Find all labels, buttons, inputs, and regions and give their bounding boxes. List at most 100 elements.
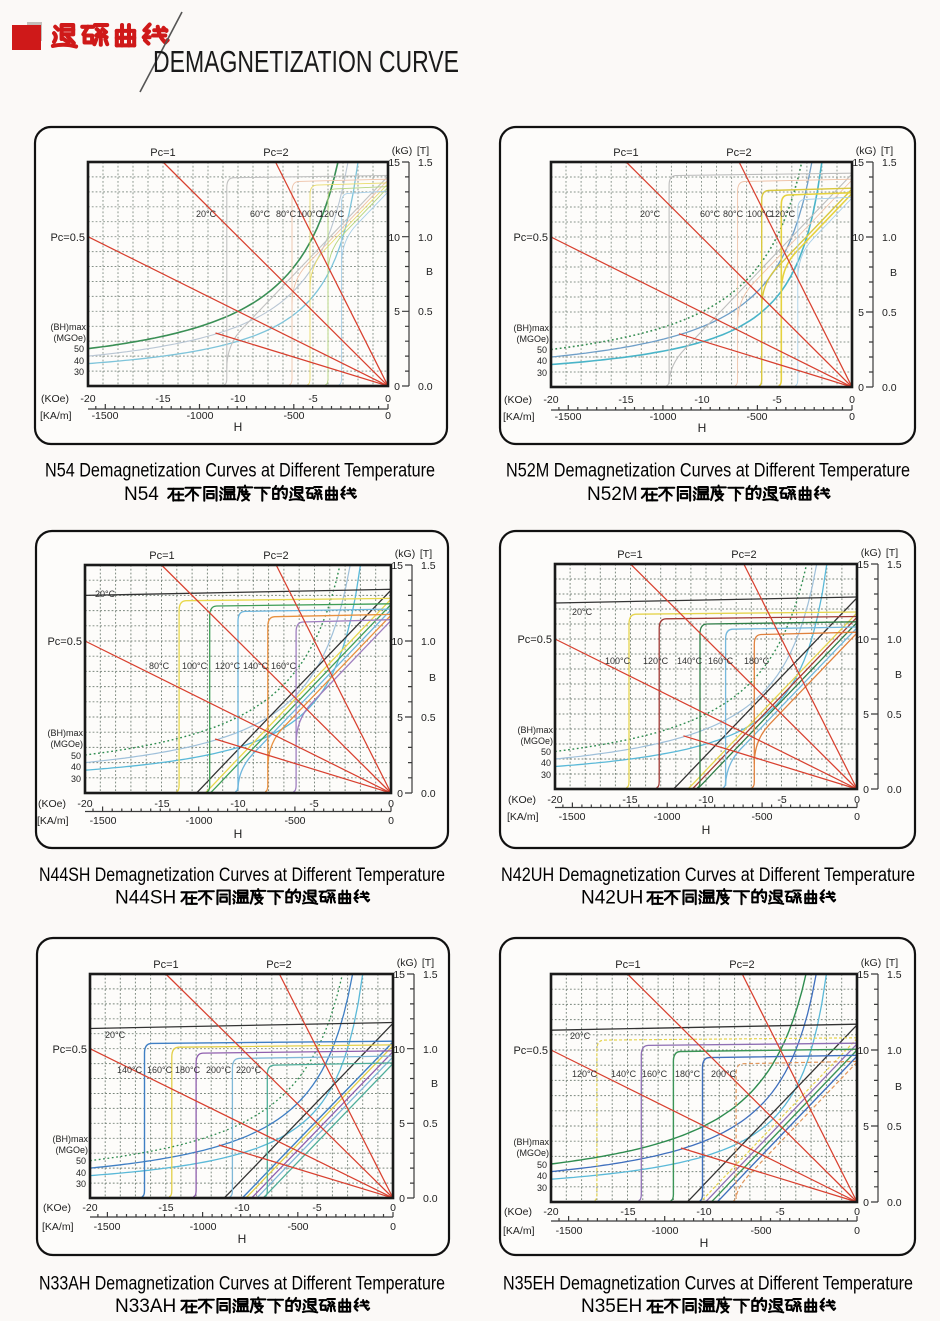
svg-text:100°C: 100°C (182, 661, 208, 671)
svg-text:-1000: -1000 (187, 410, 214, 422)
svg-text:10: 10 (852, 232, 864, 244)
svg-text:5: 5 (863, 1121, 869, 1133)
svg-text:-20: -20 (543, 394, 558, 406)
svg-text:B: B (431, 1078, 438, 1090)
svg-text:10: 10 (857, 1045, 869, 1057)
svg-text:H: H (702, 823, 711, 837)
svg-text:1.5: 1.5 (418, 157, 433, 169)
svg-text:(BH)max: (BH)max (48, 728, 84, 738)
svg-text:0.0: 0.0 (418, 381, 433, 393)
svg-text:40: 40 (74, 356, 84, 366)
svg-text:N44SH Demagnetization Curves a: N44SH Demagnetization Curves at Differen… (39, 865, 445, 886)
svg-text:0: 0 (854, 1225, 860, 1237)
svg-text:0: 0 (390, 1221, 396, 1233)
svg-text:-20: -20 (80, 393, 95, 405)
svg-text:Pc=1: Pc=1 (149, 550, 174, 562)
svg-text:40: 40 (76, 1168, 86, 1178)
svg-text:-500: -500 (746, 411, 767, 423)
svg-text:H: H (698, 421, 707, 435)
svg-text:0: 0 (854, 1206, 860, 1218)
svg-text:N33AH: N33AH (115, 1296, 176, 1317)
svg-text:5: 5 (397, 712, 403, 724)
svg-text:0: 0 (863, 784, 869, 796)
svg-text:140°C: 140°C (677, 656, 703, 666)
svg-text:-15: -15 (154, 798, 169, 810)
svg-text:N52M: N52M (587, 484, 638, 505)
svg-text:-20: -20 (82, 1202, 97, 1214)
svg-text:Pc=2: Pc=2 (726, 147, 751, 159)
svg-text:0.0: 0.0 (423, 1193, 438, 1205)
svg-text:20°C: 20°C (570, 1031, 591, 1041)
svg-text:20°C: 20°C (105, 1030, 126, 1040)
svg-text:-20: -20 (547, 794, 562, 806)
svg-text:[T]: [T] (881, 145, 893, 157)
svg-text:-500: -500 (284, 815, 305, 827)
svg-text:[T]: [T] (420, 548, 432, 560)
svg-text:0.5: 0.5 (421, 712, 436, 724)
svg-text:N44SH: N44SH (115, 888, 176, 909)
svg-text:(KOe): (KOe) (508, 794, 536, 806)
svg-text:180°C: 180°C (675, 1069, 701, 1079)
svg-text:DEMAGNETIZATION CURVE: DEMAGNETIZATION CURVE (153, 44, 459, 79)
svg-text:30: 30 (537, 368, 547, 378)
svg-text:-5: -5 (777, 794, 786, 806)
svg-text:0.5: 0.5 (423, 1118, 438, 1130)
svg-text:-1500: -1500 (556, 1225, 583, 1237)
svg-text:1.0: 1.0 (421, 636, 436, 648)
svg-text:100°C: 100°C (747, 209, 773, 219)
svg-text:0: 0 (399, 1193, 405, 1205)
svg-text:200°C: 200°C (711, 1069, 737, 1079)
svg-text:0.5: 0.5 (418, 306, 433, 318)
svg-text:-20: -20 (77, 798, 92, 810)
svg-text:-20: -20 (543, 1206, 558, 1218)
svg-text:N42UH: N42UH (581, 888, 643, 909)
svg-text:10: 10 (393, 1044, 405, 1056)
svg-text:20°C: 20°C (640, 209, 661, 219)
svg-text:120°C: 120°C (770, 209, 796, 219)
svg-text:-5: -5 (312, 1202, 321, 1214)
svg-text:50: 50 (537, 1160, 547, 1170)
svg-text:1.0: 1.0 (887, 634, 902, 646)
svg-text:0: 0 (397, 788, 403, 800)
svg-text:-15: -15 (158, 1202, 173, 1214)
svg-text:Pc=1: Pc=1 (617, 549, 642, 561)
svg-text:60°C: 60°C (250, 209, 271, 219)
svg-text:30: 30 (537, 1183, 547, 1193)
svg-text:-15: -15 (620, 1206, 635, 1218)
svg-text:(BH)max: (BH)max (514, 323, 550, 333)
svg-text:20°C: 20°C (572, 607, 593, 617)
svg-text:0.0: 0.0 (887, 1197, 902, 1209)
svg-text:-1000: -1000 (190, 1221, 217, 1233)
svg-text:15: 15 (388, 157, 400, 169)
svg-text:Pc=1: Pc=1 (615, 959, 640, 971)
svg-text:-1000: -1000 (650, 411, 677, 423)
svg-text:-500: -500 (283, 410, 304, 422)
svg-text:10: 10 (857, 634, 869, 646)
svg-text:(MGOe): (MGOe) (54, 333, 87, 343)
svg-text:H: H (234, 420, 243, 434)
svg-text:(kG): (kG) (856, 145, 876, 157)
svg-text:B: B (895, 669, 902, 681)
svg-text:100°C: 100°C (297, 209, 323, 219)
svg-text:-10: -10 (696, 1206, 711, 1218)
svg-text:-10: -10 (234, 1202, 249, 1214)
svg-text:-15: -15 (155, 393, 170, 405)
svg-text:15: 15 (857, 969, 869, 981)
svg-text:0: 0 (390, 1202, 396, 1214)
svg-text:-500: -500 (287, 1221, 308, 1233)
svg-text:Pc=1: Pc=1 (150, 147, 175, 159)
svg-text:-500: -500 (750, 1225, 771, 1237)
svg-text:30: 30 (74, 367, 84, 377)
svg-text:-5: -5 (772, 394, 781, 406)
svg-text:[KA/m]: [KA/m] (503, 1225, 535, 1237)
svg-text:0: 0 (849, 411, 855, 423)
svg-text:(kG): (kG) (392, 145, 412, 157)
svg-text:50: 50 (71, 751, 81, 761)
svg-text:1.5: 1.5 (421, 560, 436, 572)
svg-text:50: 50 (537, 345, 547, 355)
svg-text:Pc=1: Pc=1 (153, 959, 178, 971)
svg-text:[T]: [T] (886, 547, 898, 559)
svg-text:[KA/m]: [KA/m] (40, 410, 72, 422)
svg-text:0: 0 (854, 794, 860, 806)
svg-text:0: 0 (385, 410, 391, 422)
